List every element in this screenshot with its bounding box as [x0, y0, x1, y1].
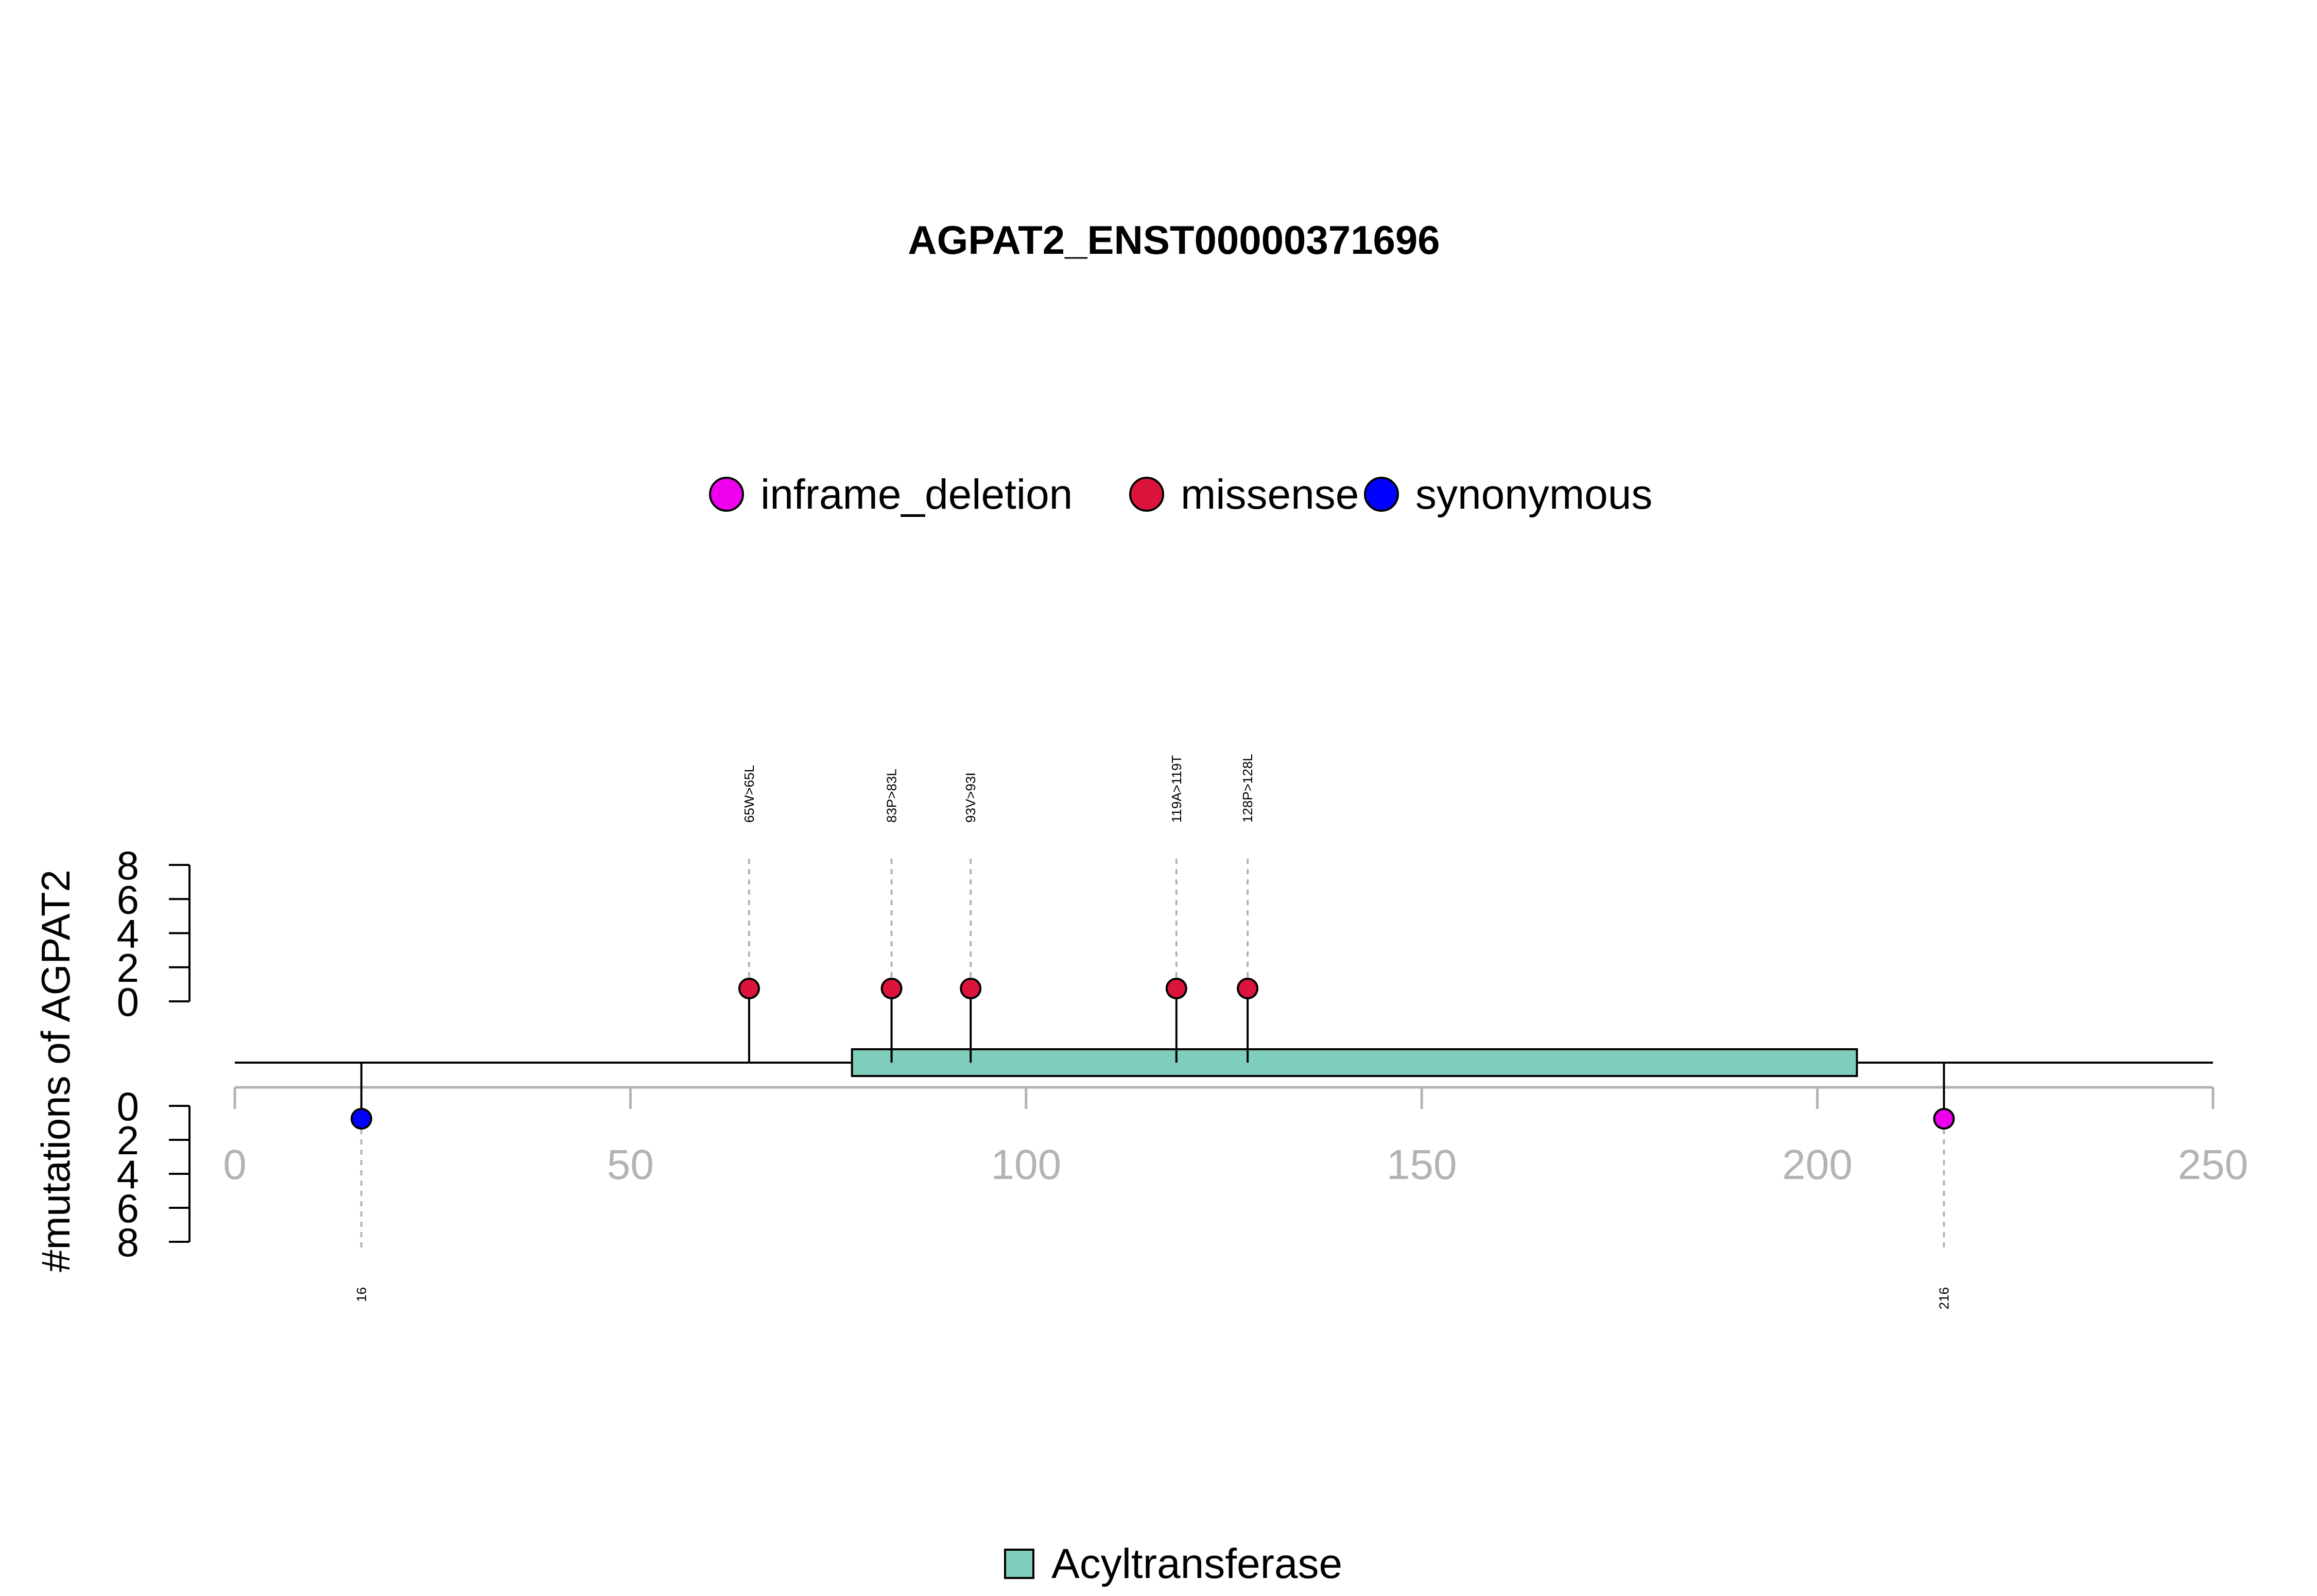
mutation-point — [350, 1108, 372, 1130]
legend-label-synonymous: synonymous — [1415, 471, 1652, 518]
legend-label-inframe_deletion: inframe_deletion — [760, 471, 1073, 518]
mutation-point — [1933, 1108, 1955, 1130]
mutation-point — [738, 978, 760, 999]
y-tick-top-label: 6 — [117, 877, 139, 922]
y-tick-bottom-label: 2 — [117, 1118, 139, 1163]
y-axis-label: #mutations of AGPAT2 — [33, 870, 78, 1272]
legend-label-missense: missense — [1181, 471, 1359, 518]
mutation-lollipops: 65W>65L 83P>83L 93V>93I 119A>119T 128P>128L 1… — [350, 754, 1955, 1309]
y-tick-bottom-label: 6 — [117, 1186, 139, 1231]
x-tick-label: 50 — [607, 1141, 654, 1188]
domain-Acyltransferase — [851, 1048, 1858, 1077]
legend-swatch-missense — [1129, 477, 1164, 512]
y-tick-top-label: 8 — [117, 843, 139, 888]
chart-title: AGPAT2_ENST00000371696 — [908, 217, 1440, 263]
domain-legend-label: Acyltransferase — [1051, 1540, 1342, 1587]
mutation-label: 216 — [1936, 1287, 1951, 1309]
x-axis: 0 50 100 150 200 250 — [223, 1086, 2249, 1188]
mutation-point — [1165, 978, 1187, 999]
x-tick-label: 0 — [223, 1141, 247, 1188]
x-tick-label: 100 — [991, 1141, 1061, 1188]
mutation-point — [880, 978, 903, 999]
mutation-label: 65W>65L — [741, 765, 757, 823]
mutation-label: 128P>128L — [1240, 754, 1255, 823]
y-tick-bottom-label: 0 — [117, 1084, 139, 1129]
mutation-label: 93V>93I — [963, 772, 978, 823]
mutation-legend: inframe_deletion missense synonymous — [709, 471, 1652, 518]
x-tick-label: 250 — [2178, 1141, 2249, 1188]
x-tick-label: 200 — [1782, 1141, 1853, 1188]
mutation-label: 16 — [354, 1287, 369, 1302]
x-tick-label: 150 — [1387, 1141, 1457, 1188]
y-tick-top-label: 4 — [117, 911, 139, 957]
domain-legend: Acyltransferase — [1004, 1540, 1342, 1587]
domain-layer — [851, 1048, 1858, 1077]
mutation-point — [960, 978, 982, 999]
y-tick-top-label: 2 — [117, 945, 139, 991]
domain-legend-swatch — [1004, 1549, 1034, 1579]
legend-swatch-inframe_deletion — [709, 477, 744, 512]
y-tick-top-label: 0 — [117, 979, 139, 1025]
y-tick-bottom-label: 4 — [117, 1152, 139, 1197]
mutation-point — [1237, 978, 1259, 999]
legend-swatch-synonymous — [1364, 477, 1399, 512]
y-tick-bottom-label: 8 — [117, 1220, 139, 1265]
mutation-label: 83P>83L — [884, 769, 900, 823]
mutation-label: 119A>119T — [1169, 755, 1184, 823]
